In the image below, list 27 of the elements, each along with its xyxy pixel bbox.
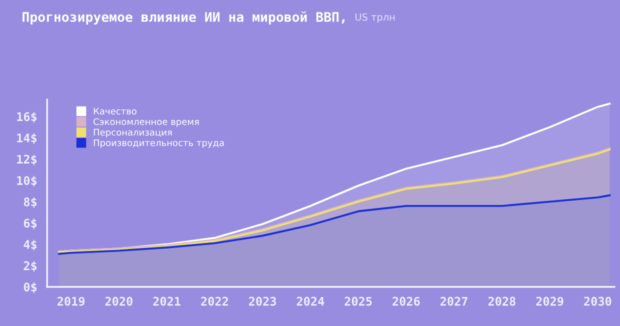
y-tick-label: 0$ [24,282,37,294]
x-tick-label: 2025 [344,296,372,306]
x-tick-label: 2024 [296,296,324,306]
x-tick-label: 2028 [488,296,516,306]
y-tick-label: 6$ [24,218,37,230]
x-tick-label: 2023 [249,296,276,306]
chart-title: Прогнозируемое влияние ИИ на мировой ВВП, [22,11,344,24]
x-tick-label: 2019 [58,296,85,306]
legend-label: Качество [94,108,136,115]
y-tick-label: 2$ [24,261,37,272]
y-tick-label: 10$ [17,176,37,187]
chart-subtitle: US трлн [356,13,395,23]
x-tick-label: 2022 [201,296,228,306]
legend-label: Производительность труда [94,139,224,148]
legend-label: Сэкономленное время [94,118,199,127]
x-tick-label: 2020 [105,296,132,306]
x-tick-label: 2030 [584,296,612,306]
x-tick-label: 2029 [536,296,564,306]
y-tick-label: 8$ [24,197,37,208]
y-tick-label: 4$ [24,240,37,250]
x-tick-label: 2021 [153,296,180,306]
y-tick-label: 12$ [17,154,37,166]
legend-label: Персонализация [94,128,172,138]
x-tick-label: 2027 [440,296,468,306]
x-tick-label: 2026 [392,296,420,306]
y-tick-label: 16$ [17,112,37,123]
y-tick-label: 14$ [17,133,37,144]
